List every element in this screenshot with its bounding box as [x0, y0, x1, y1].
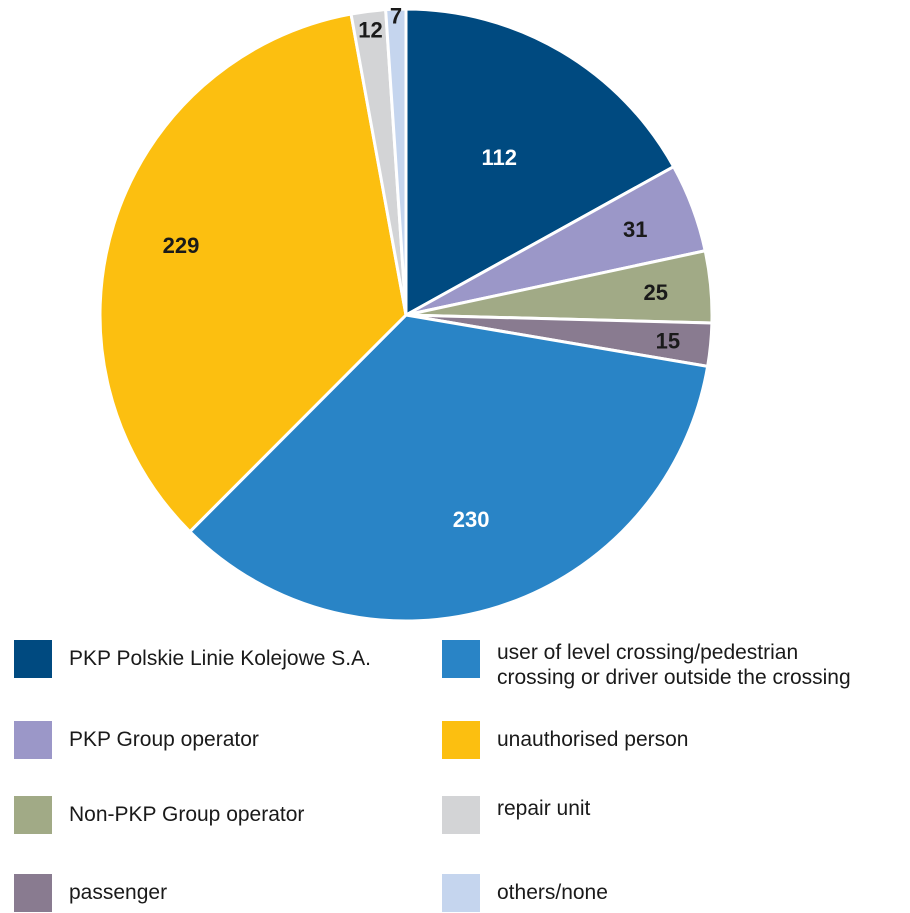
legend-item-passenger: passenger [14, 874, 167, 912]
legend-item-others-none: others/none [442, 874, 608, 912]
pie-slice [384, 7, 408, 317]
legend-swatch [442, 640, 480, 678]
legend-label: repair unit [497, 797, 591, 820]
legend-swatch [14, 874, 52, 912]
legend-item-pkp-plk: PKP Polskie Linie Kolejowe S.A. [14, 640, 371, 678]
pie-slice-value-label: 230 [453, 507, 490, 532]
legend-swatch [442, 796, 480, 834]
legend-item-level-crossing-user: user of level crossing/pedestrian crossi… [442, 640, 851, 690]
legend-swatch [442, 721, 480, 759]
legend-item-non-pkp-operator: Non-PKP Group operator [14, 796, 304, 834]
legend-swatch [442, 874, 480, 912]
legend-item-pkp-group-operator: PKP Group operator [14, 721, 259, 759]
pie-slice-value-label: 31 [623, 217, 647, 242]
pie-slice [98, 12, 408, 534]
pie-slice-labels: 112 31 25 15 230 229 12 7 [163, 3, 681, 532]
pie-slice-value-label: 7 [390, 3, 402, 28]
pie-slice-value-label: 15 [656, 329, 680, 354]
legend-swatch [14, 721, 52, 759]
legend: PKP Polskie Linie Kolejowe S.A. user of … [0, 620, 910, 913]
pie-slice-value-label: 112 [481, 145, 517, 170]
legend-swatch [14, 796, 52, 834]
pie-slices [98, 7, 714, 623]
pie-slice-value-label: 25 [644, 280, 668, 305]
pie-chart: 112 31 25 15 230 229 12 7 [98, 3, 714, 623]
legend-swatch [14, 640, 52, 678]
pie-slice [404, 7, 676, 317]
legend-label: others/none [497, 881, 608, 904]
legend-label: PKP Group operator [69, 728, 259, 751]
legend-label: unauthorised person [497, 728, 689, 751]
legend-item-unauthorised-person: unauthorised person [442, 721, 688, 759]
legend-item-repair-unit: repair unit [442, 796, 590, 834]
pie-slice-value-label: 12 [358, 18, 382, 43]
legend-label: Non-PKP Group operator [69, 803, 305, 826]
legend-label: PKP Polskie Linie Kolejowe S.A. [69, 647, 371, 670]
legend-label: passenger [69, 881, 168, 904]
legend-label: user of level crossing/pedestrian crossi… [497, 641, 851, 689]
pie-slice [188, 313, 710, 623]
pie-slice-value-label: 229 [163, 233, 200, 258]
